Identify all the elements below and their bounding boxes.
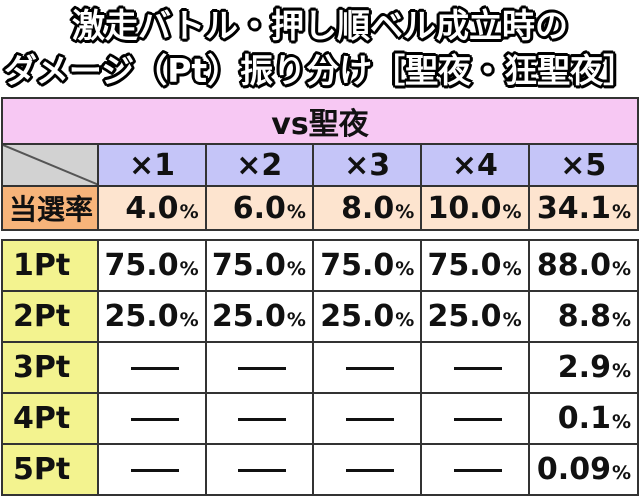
value-cell: 25.0% [420, 290, 530, 343]
value-cell [204, 392, 314, 445]
dash-icon [453, 367, 502, 370]
title-line-1: 激走バトル・押し順ベル成立時の [72, 6, 568, 45]
title-line-2: ダメージ（Pt）振り分け［聖夜・狂聖夜］ [3, 51, 637, 90]
value-cell: 75.0% [420, 239, 530, 292]
multiplier-header: ×2 [204, 143, 314, 187]
value-cell: 2.9% [527, 341, 640, 394]
dash-icon [453, 469, 502, 472]
multiplier-header: ×4 [420, 143, 530, 187]
value-cell [311, 341, 423, 394]
multiplier-header: ×3 [311, 143, 423, 187]
title-banner: 激走バトル・押し順ベル成立時の ダメージ（Pt）振り分け［聖夜・狂聖夜］ [0, 0, 640, 96]
dash-icon [346, 367, 395, 370]
value-cell [420, 341, 530, 394]
pt-label: 4Pt [0, 392, 100, 445]
value-cell: 75.0% [97, 239, 207, 292]
table-row: 4Pt 0.1% [0, 392, 640, 445]
value-cell [204, 443, 314, 496]
value-cell: 0.1% [527, 392, 640, 445]
damage-distribution-table: 1Pt 75.0% 75.0% 75.0% 75.0% 88.0% 2Pt 25.0% 25.0… [0, 239, 640, 496]
value-cell: 25.0% [204, 290, 314, 343]
rate-row: 当選率 4.0% 6.0% 8.0% 10.0% 34.1% [0, 185, 640, 231]
dash-icon [346, 418, 395, 421]
table-row: 5Pt 0.09% [0, 443, 640, 496]
value-cell [420, 443, 530, 496]
dash-icon [130, 469, 179, 472]
rate-value: 6.0% [204, 185, 314, 231]
value-cell [97, 443, 207, 496]
value-cell: 75.0% [204, 239, 314, 292]
value-cell [204, 341, 314, 394]
rate-value: 4.0% [97, 185, 207, 231]
value-cell: 88.0% [527, 239, 640, 292]
pt-label: 1Pt [0, 239, 100, 292]
value-cell [420, 392, 530, 445]
probability-header-table: vs聖夜 ×1 ×2 ×3 ×4 ×5 当選率 4.0% 6.0% 8.0% 1… [0, 97, 640, 231]
value-cell: 75.0% [311, 239, 423, 292]
dash-icon [237, 367, 286, 370]
pt-label: 2Pt [0, 290, 100, 343]
value-cell: 25.0% [311, 290, 423, 343]
dash-icon [346, 469, 395, 472]
rate-value: 8.0% [311, 185, 423, 231]
diagonal-line-icon [4, 146, 97, 184]
dash-icon [453, 418, 502, 421]
table-row: 3Pt 2.9% [0, 341, 640, 394]
dash-icon [237, 469, 286, 472]
dash-icon [237, 418, 286, 421]
pt-label: 5Pt [0, 443, 100, 496]
dash-icon [130, 367, 179, 370]
value-cell [97, 341, 207, 394]
rate-value: 34.1% [527, 185, 640, 231]
dash-icon [130, 418, 179, 421]
value-cell [311, 443, 423, 496]
rate-label: 当選率 [0, 185, 100, 231]
pt-label: 3Pt [0, 341, 100, 394]
value-cell: 0.09% [527, 443, 640, 496]
corner-cell [0, 143, 100, 187]
value-cell [97, 392, 207, 445]
multiplier-header: ×1 [97, 143, 207, 187]
mode-header: vs聖夜 [1, 97, 639, 145]
value-cell [311, 392, 423, 445]
table-row: 1Pt 75.0% 75.0% 75.0% 75.0% 88.0% [0, 239, 640, 292]
multiplier-header: ×5 [527, 143, 640, 187]
rate-value: 10.0% [420, 185, 530, 231]
table-row: 2Pt 25.0% 25.0% 25.0% 25.0% 8.8% [0, 290, 640, 343]
value-cell: 8.8% [527, 290, 640, 343]
value-cell: 25.0% [97, 290, 207, 343]
